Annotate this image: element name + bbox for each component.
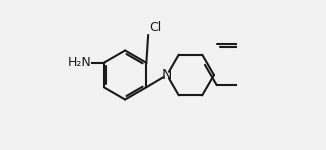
Text: H₂N: H₂N xyxy=(67,56,91,69)
Text: N: N xyxy=(162,68,172,82)
Text: Cl: Cl xyxy=(149,21,161,34)
